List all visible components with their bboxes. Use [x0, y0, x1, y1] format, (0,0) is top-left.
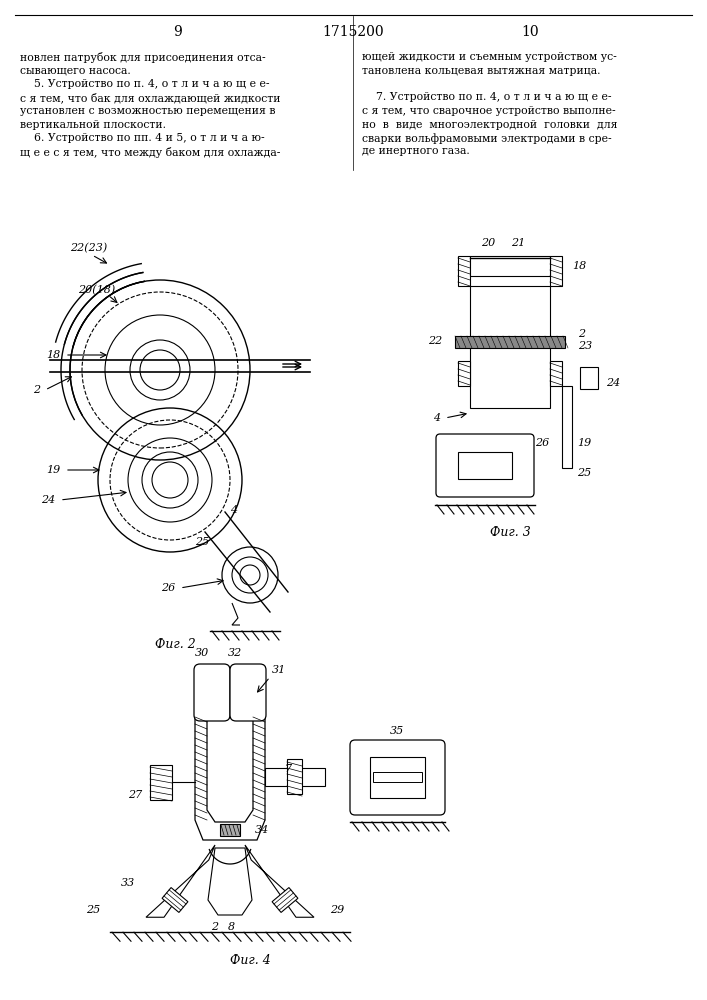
Text: с я тем, что сварочное устройство выполне-: с я тем, что сварочное устройство выполн… — [362, 106, 616, 116]
Text: с я тем, что бак для охлаждающей жидкости: с я тем, что бак для охлаждающей жидкост… — [20, 93, 281, 103]
Text: 25: 25 — [577, 468, 591, 478]
Text: 10: 10 — [521, 25, 539, 39]
Text: 20: 20 — [481, 238, 495, 248]
Text: 25: 25 — [195, 537, 209, 547]
Text: 6. Устройство по пп. 4 и 5, о т л и ч а ю-: 6. Устройство по пп. 4 и 5, о т л и ч а … — [20, 133, 264, 143]
Polygon shape — [245, 845, 314, 917]
Text: 30: 30 — [195, 648, 209, 658]
Text: Фиг. 2: Фиг. 2 — [155, 639, 195, 652]
Text: 7. Устройство по п. 4, о т л и ч а ю щ е е-: 7. Устройство по п. 4, о т л и ч а ю щ е… — [362, 93, 612, 103]
Text: 24: 24 — [41, 495, 55, 505]
Text: 35: 35 — [390, 726, 404, 736]
Bar — [470, 256, 550, 276]
Text: Фиг. 3: Фиг. 3 — [490, 526, 530, 540]
Polygon shape — [162, 888, 188, 912]
Text: тановлена кольцевая вытяжная матрица.: тановлена кольцевая вытяжная матрица. — [362, 66, 600, 76]
Text: ющей жидкости и съемным устройством ус-: ющей жидкости и съемным устройством ус- — [362, 52, 617, 62]
Text: 9: 9 — [173, 25, 182, 39]
FancyBboxPatch shape — [436, 434, 534, 497]
Text: 19: 19 — [46, 465, 60, 475]
Text: но  в  виде  многоэлектродной  головки  для: но в виде многоэлектродной головки для — [362, 119, 617, 129]
Polygon shape — [146, 845, 215, 917]
Bar — [265, 768, 325, 786]
Polygon shape — [208, 848, 252, 915]
Bar — [470, 286, 550, 408]
Text: Фиг. 4: Фиг. 4 — [230, 954, 270, 967]
Bar — [458, 452, 512, 479]
Text: 7: 7 — [285, 764, 292, 774]
Text: 22(23): 22(23) — [70, 243, 107, 253]
Text: сварки вольфрамовыми электродами в сре-: сварки вольфрамовыми электродами в сре- — [362, 133, 612, 144]
Text: 20(18): 20(18) — [78, 285, 115, 295]
Text: сывающего насоса.: сывающего насоса. — [20, 66, 131, 76]
Bar — [373, 772, 422, 782]
Polygon shape — [272, 888, 298, 912]
Text: 25: 25 — [86, 905, 100, 915]
Bar — [458, 361, 470, 386]
Text: де инертного газа.: де инертного газа. — [362, 146, 469, 156]
Text: 2: 2 — [33, 385, 40, 395]
Bar — [287, 759, 302, 794]
Text: 26: 26 — [535, 438, 549, 448]
Text: 19: 19 — [577, 438, 591, 448]
Text: новлен патрубок для присоединения отса-: новлен патрубок для присоединения отса- — [20, 52, 266, 63]
FancyBboxPatch shape — [350, 740, 445, 815]
Text: щ е е с я тем, что между баком для охлажда-: щ е е с я тем, что между баком для охлаж… — [20, 146, 281, 157]
Text: 2: 2 — [578, 329, 585, 339]
Text: 21: 21 — [511, 238, 525, 248]
Text: 18: 18 — [572, 261, 586, 271]
Text: 4: 4 — [433, 413, 440, 423]
Text: 31: 31 — [272, 665, 286, 675]
Bar — [580, 367, 598, 389]
Bar — [370, 757, 425, 798]
FancyBboxPatch shape — [230, 664, 266, 721]
Text: 22: 22 — [428, 336, 442, 346]
Text: 34: 34 — [255, 825, 269, 835]
Text: 32: 32 — [228, 648, 242, 658]
Text: 8: 8 — [228, 922, 235, 932]
Bar — [550, 256, 562, 286]
Text: установлен с возможностью перемещения в: установлен с возможностью перемещения в — [20, 106, 276, 116]
Text: 4: 4 — [230, 505, 237, 515]
Bar — [455, 336, 565, 348]
Text: 18: 18 — [46, 350, 60, 360]
Polygon shape — [195, 715, 265, 840]
Bar — [458, 256, 470, 286]
Bar — [220, 824, 240, 836]
Text: 33: 33 — [121, 878, 135, 888]
Text: 26: 26 — [160, 583, 175, 593]
FancyBboxPatch shape — [194, 664, 230, 721]
Bar — [562, 386, 572, 468]
Text: вертикальной плоскости.: вертикальной плоскости. — [20, 119, 166, 129]
Text: 5. Устройство по п. 4, о т л и ч а ю щ е е-: 5. Устройство по п. 4, о т л и ч а ю щ е… — [20, 79, 269, 89]
Bar — [550, 361, 562, 386]
Text: 23: 23 — [578, 341, 592, 351]
Text: 24: 24 — [606, 378, 620, 388]
Text: 27: 27 — [128, 790, 142, 800]
Text: 29: 29 — [330, 905, 344, 915]
Text: 2: 2 — [211, 922, 218, 932]
Text: 1715200: 1715200 — [322, 25, 384, 39]
Bar — [150, 765, 172, 800]
